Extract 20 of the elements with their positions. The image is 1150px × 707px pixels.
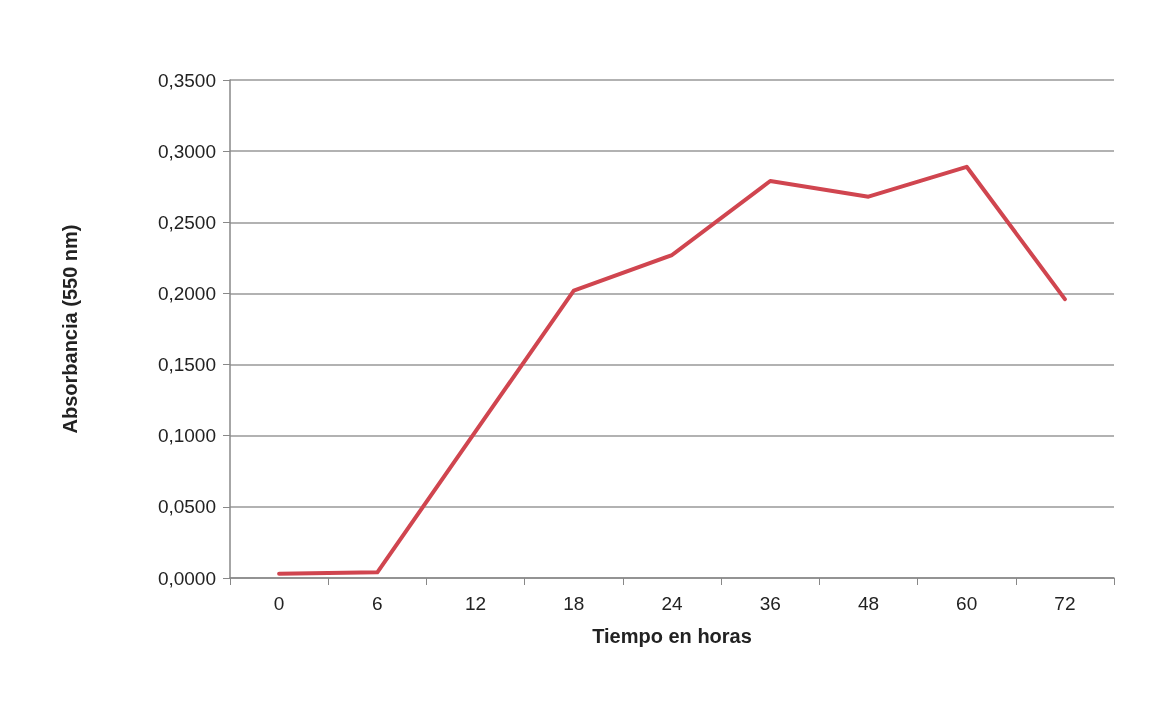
x-tick-label: 18 xyxy=(563,593,585,614)
y-axis-title: Absorbancia (550 nm) xyxy=(59,224,81,434)
x-axis-title: Tiempo en horas xyxy=(592,625,752,647)
y-tick-label: 0,1000 xyxy=(157,425,216,447)
y-tick-label: 0,2000 xyxy=(157,282,216,304)
y-tick-label: 0,3500 xyxy=(157,69,216,91)
x-tick-label: 0 xyxy=(273,593,285,614)
x-tick-label: 6 xyxy=(372,593,383,614)
y-tick-label: 0,2500 xyxy=(157,211,216,233)
line-series xyxy=(277,164,1067,576)
y-tick-label: 0,3000 xyxy=(157,140,216,162)
y-tick-label: 0,0500 xyxy=(157,496,216,518)
x-tick-label: 24 xyxy=(661,593,683,614)
x-tick-label: 36 xyxy=(759,593,781,614)
x-tick-label: 12 xyxy=(464,593,487,614)
x-tick-label: 72 xyxy=(1054,593,1076,614)
x-tick-label: 48 xyxy=(857,593,880,614)
x-tick-label: 60 xyxy=(956,593,978,614)
y-tick-label: 0,0000 xyxy=(157,567,216,589)
y-tick-label: 0,1500 xyxy=(157,354,216,376)
